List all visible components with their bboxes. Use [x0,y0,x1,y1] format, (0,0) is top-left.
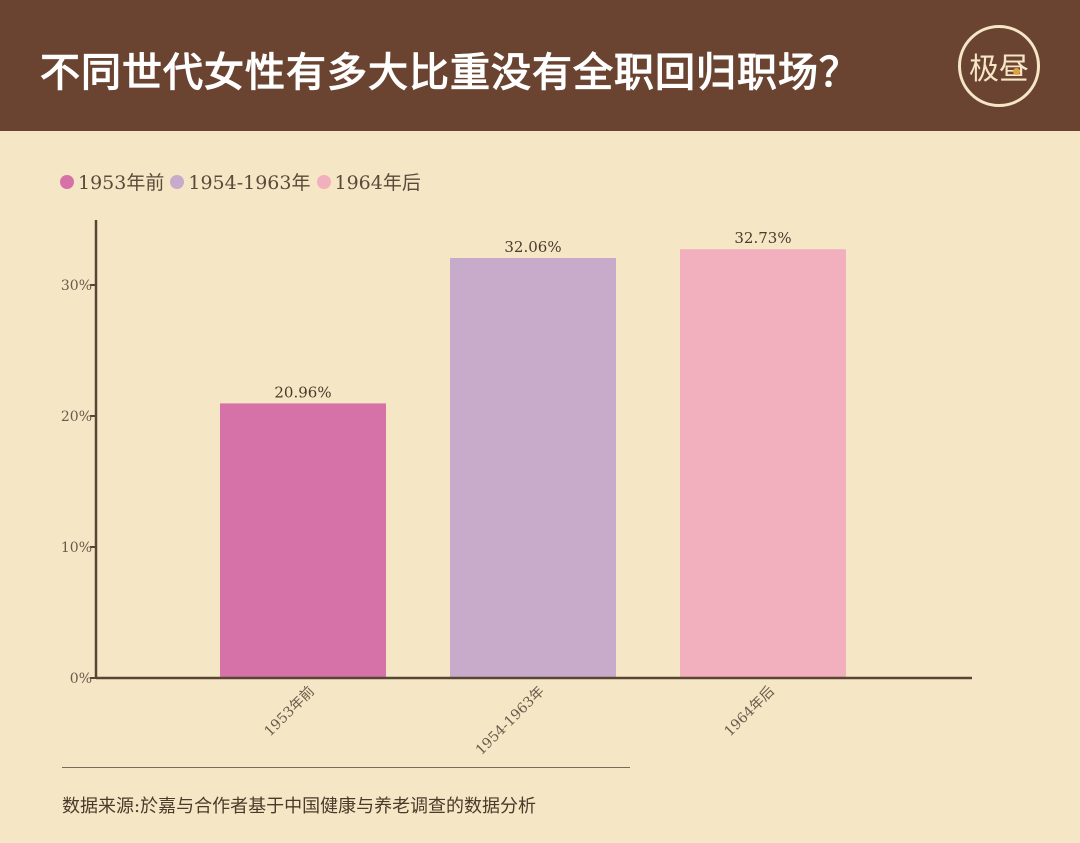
x-tick-label: 1953年前 [261,683,318,740]
bar [680,249,846,678]
y-tick-label: 20% [61,409,92,425]
legend-label: 1954-1963年 [188,172,311,194]
data-label: 20.96% [274,383,331,401]
x-tick-label: 1954-1963年 [473,684,548,759]
legend-item: 1953年前 [60,168,164,195]
x-tick-label: 1964年后 [722,684,778,740]
chart-legend: 1953年前 1954-1963年 1964年后 [60,168,421,195]
legend-swatch [316,174,331,189]
page-title: 不同世代女性有多大比重没有全职回归职场？ [40,50,860,96]
y-tick-label: 10% [61,540,92,556]
data-label: 32.73% [734,229,791,247]
legend-item: 1964年后 [316,168,421,195]
logo-dot [1013,68,1020,75]
legend-item: 1954-1963年 [170,168,311,195]
legend-swatch [170,174,185,189]
source-note: 数据来源:於嘉与合作者基于中国健康与养老调查的数据分析 [62,796,537,817]
y-tick-label: 30% [61,278,92,294]
y-tick-label: 0% [70,671,92,687]
legend-swatch [60,174,74,189]
bar [220,403,386,678]
brand-logo: 极昼 [958,25,1040,107]
legend-label: 1964年后 [334,172,421,194]
legend-label: 1953年前 [78,172,165,194]
data-label: 32.06% [504,238,561,256]
header-banner: 不同世代女性有多大比重没有全职回归职场？ 极昼 [0,0,1080,131]
bar [450,258,616,678]
divider [62,767,630,768]
